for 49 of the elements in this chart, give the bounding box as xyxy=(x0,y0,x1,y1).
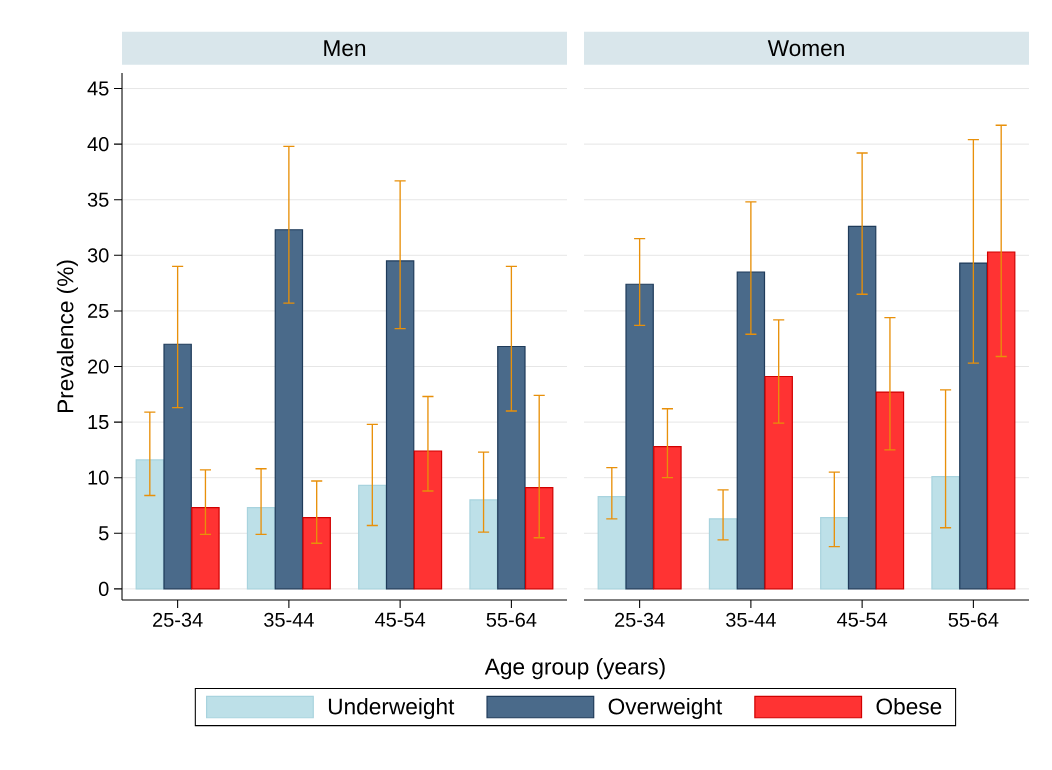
bar xyxy=(246,507,276,590)
x-tick-label: 45-54 xyxy=(375,612,426,627)
x-tick-label: 55-64 xyxy=(948,612,999,627)
bar xyxy=(413,450,443,590)
y-tick-label: 20 xyxy=(88,359,109,374)
y-axis-title: Prevalence (%) xyxy=(56,260,78,413)
x-tick-label: 45-54 xyxy=(837,612,888,627)
bar xyxy=(163,343,192,590)
bar xyxy=(524,487,554,590)
bar xyxy=(820,517,849,590)
bar xyxy=(653,445,682,590)
bar xyxy=(959,262,988,590)
bar xyxy=(358,484,387,590)
bar xyxy=(847,225,877,590)
x-tick-label: 35-44 xyxy=(726,612,776,627)
bar xyxy=(986,251,1016,590)
bar xyxy=(736,271,766,590)
bar xyxy=(274,229,304,590)
bar xyxy=(597,495,627,590)
y-tick-label: 10 xyxy=(88,470,109,485)
y-tick-label: 25 xyxy=(88,303,109,318)
y-tick-label: 30 xyxy=(87,248,109,263)
y-tick-label: 15 xyxy=(88,415,109,430)
bar xyxy=(625,283,654,590)
y-tick-label: 40 xyxy=(87,137,109,152)
bar xyxy=(497,345,526,590)
bar xyxy=(385,260,415,590)
y-tick-label: 35 xyxy=(87,192,109,207)
bar xyxy=(708,518,738,590)
y-tick-label: 45 xyxy=(87,81,109,96)
x-tick-label: 35-44 xyxy=(264,612,314,627)
bar xyxy=(931,475,960,590)
bar xyxy=(469,499,498,590)
bar xyxy=(191,507,220,590)
x-tick-label: 25-34 xyxy=(153,612,203,627)
legend-label: Overweight xyxy=(608,697,723,719)
x-axis-title: Age group (years) xyxy=(484,658,665,680)
y-tick-label: 5 xyxy=(98,526,109,541)
x-tick-label: 25-34 xyxy=(615,612,665,627)
bar xyxy=(764,375,793,590)
chart-title: Women xyxy=(767,40,844,57)
y-tick-label: 0 xyxy=(98,581,109,596)
legend-label: Obese xyxy=(876,697,942,715)
bar xyxy=(302,517,331,590)
bar xyxy=(875,391,905,590)
chart-title: Men xyxy=(324,40,366,57)
x-tick-label: 55-64 xyxy=(486,612,537,627)
bar xyxy=(135,459,165,590)
legend-label: Underweight xyxy=(328,697,455,719)
